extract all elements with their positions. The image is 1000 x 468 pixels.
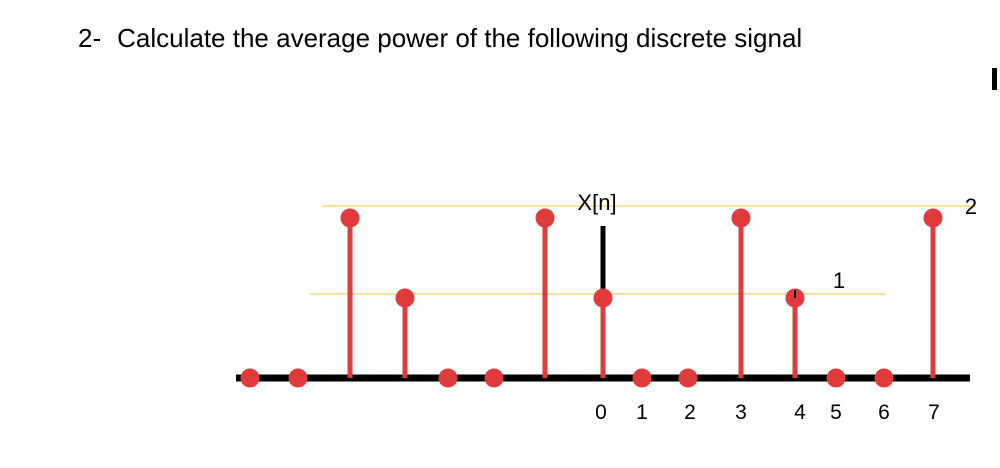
level-label-2: 2 [965,194,977,219]
stem-marker [678,368,698,388]
stem-marker [395,288,415,308]
stem-marker [484,368,504,388]
stem-marker [874,368,894,388]
x-tick-label: 2 [684,401,696,424]
stem-marker [731,208,751,228]
stem-marker [632,368,652,388]
x-tick-label: 1 [636,401,648,424]
stem-marker [535,208,555,228]
stem-marker [288,368,308,388]
stem-marker [923,208,943,228]
x-tick-label: 6 [878,401,890,424]
stem-marker [826,368,846,388]
guide-lines [310,205,976,295]
x-tick-label: 7 [928,401,940,424]
stem-group [240,208,943,388]
x-tick-label: 3 [735,401,747,424]
question-prompt: Calculate the average power of the follo… [117,23,803,53]
x-tick-labels: 0 1 2 3 4 5 6 7 [595,401,940,424]
text-cursor-mark [992,68,997,90]
x-tick-label: 5 [830,401,842,424]
stem-marker [593,288,613,308]
x-tick-label: 4 [794,401,806,424]
question-number: 2- [78,23,102,53]
y-axis-label: X[n] [577,190,616,215]
x-tick-label: 0 [595,401,607,424]
level-label-1: 1 [833,268,845,293]
question-text: 2- Calculate the average power of the fol… [78,22,802,54]
stem-marker [340,208,360,228]
stem-marker [240,368,260,388]
stem-marker [438,368,458,388]
